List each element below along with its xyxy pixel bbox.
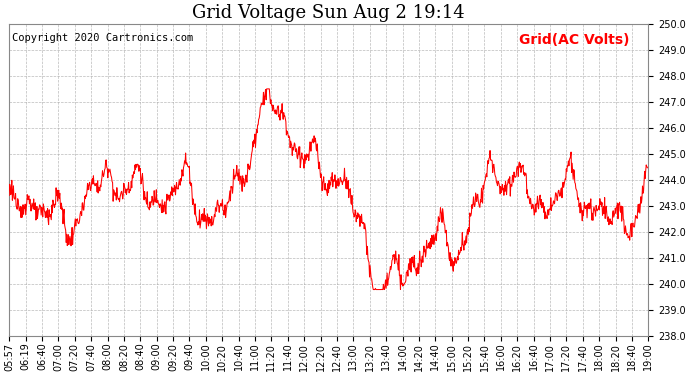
Text: Grid(AC Volts): Grid(AC Volts) bbox=[519, 33, 629, 47]
Title: Grid Voltage Sun Aug 2 19:14: Grid Voltage Sun Aug 2 19:14 bbox=[193, 4, 465, 22]
Text: Copyright 2020 Cartronics.com: Copyright 2020 Cartronics.com bbox=[12, 33, 194, 43]
